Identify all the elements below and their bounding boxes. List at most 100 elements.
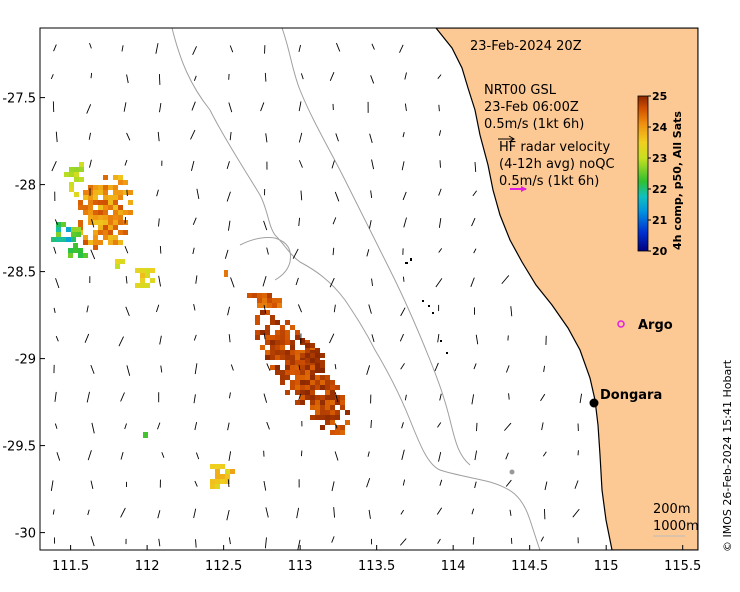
sst-pixel bbox=[215, 479, 220, 484]
sst-pixel bbox=[210, 464, 215, 469]
sst-pixel bbox=[325, 415, 330, 420]
sst-pixel bbox=[118, 195, 123, 200]
current-arrow bbox=[437, 422, 442, 428]
sst-pixel bbox=[295, 400, 300, 405]
current-arrow bbox=[195, 539, 197, 548]
current-arrow bbox=[88, 132, 91, 140]
current-vectors bbox=[50, 42, 583, 550]
sst-pixel bbox=[280, 330, 285, 335]
sst-pixel bbox=[315, 395, 320, 400]
sst-pixel bbox=[88, 190, 93, 195]
hf-legend-line-2: (4-12h avg) noQC bbox=[499, 157, 615, 172]
sst-pixel bbox=[108, 220, 113, 225]
sst-pixel bbox=[215, 469, 220, 474]
current-arrow bbox=[263, 304, 267, 314]
sst-pixel bbox=[315, 380, 320, 385]
sst-pixel bbox=[270, 340, 275, 345]
sst-pixel bbox=[315, 358, 320, 363]
sst-pixel bbox=[103, 195, 108, 200]
sst-pixel bbox=[285, 365, 290, 370]
sst-pixel bbox=[210, 484, 215, 489]
current-arrow bbox=[159, 102, 162, 113]
sst-pixel bbox=[340, 400, 345, 405]
current-arrow bbox=[158, 538, 161, 547]
current-arrow bbox=[193, 304, 196, 311]
current-arrow bbox=[473, 248, 477, 254]
current-arrow bbox=[192, 46, 197, 56]
sst-pixel bbox=[310, 358, 315, 363]
current-arrow bbox=[298, 101, 302, 112]
current-arrow bbox=[90, 480, 94, 489]
current-arrow bbox=[298, 394, 301, 401]
sst-pixel bbox=[140, 278, 145, 283]
sst-pixel bbox=[73, 243, 78, 248]
sst-pixel bbox=[113, 240, 118, 245]
current-arrow bbox=[402, 191, 407, 201]
current-arrow bbox=[90, 536, 95, 547]
sst-pixel bbox=[320, 380, 325, 385]
sst-pixel bbox=[98, 225, 103, 230]
lat-tick-label: -29 bbox=[15, 353, 36, 368]
sst-pixel bbox=[74, 192, 79, 197]
sst-pixel bbox=[225, 474, 230, 479]
current-arrow bbox=[329, 72, 335, 82]
current-arrow bbox=[331, 536, 335, 543]
current-arrow bbox=[228, 102, 233, 113]
sst-pixel bbox=[270, 320, 275, 325]
current-arrow bbox=[228, 451, 232, 461]
sst-pixel bbox=[247, 293, 252, 298]
sst-pixel bbox=[108, 205, 113, 210]
current-arrow bbox=[438, 188, 442, 196]
current-arrow bbox=[370, 75, 375, 84]
sst-pixel bbox=[310, 385, 315, 390]
sst-pixel bbox=[285, 355, 290, 360]
sst-pixel bbox=[88, 210, 93, 215]
current-arrow bbox=[471, 508, 475, 515]
sst-pixel bbox=[300, 370, 305, 375]
current-arrow bbox=[292, 248, 299, 259]
sst-pixel bbox=[340, 395, 345, 400]
sst-pixel bbox=[98, 190, 103, 195]
current-arrow bbox=[368, 304, 372, 314]
current-arrow bbox=[332, 217, 337, 225]
sst-pixel bbox=[290, 380, 295, 385]
sst-pixel bbox=[300, 385, 305, 390]
sst-pixel bbox=[300, 395, 305, 400]
current-arrow bbox=[366, 249, 370, 257]
sst-pixel bbox=[118, 210, 123, 215]
sst-pixel bbox=[118, 215, 123, 220]
sst-pixel bbox=[330, 390, 335, 395]
sst-pixel bbox=[275, 370, 280, 375]
sst-pixel bbox=[88, 205, 93, 210]
sst-pixel bbox=[83, 210, 88, 215]
sst-pixel bbox=[93, 200, 98, 205]
sst-pixel bbox=[113, 190, 118, 195]
current-arrow bbox=[157, 510, 161, 519]
station-marker bbox=[509, 469, 515, 475]
current-arrow bbox=[126, 132, 131, 141]
current-arrow bbox=[298, 217, 300, 227]
sst-pixel bbox=[345, 420, 350, 425]
sst-pixel bbox=[265, 340, 270, 345]
sst-pixel bbox=[103, 205, 108, 210]
sst-pixel bbox=[305, 365, 310, 370]
current-arrow bbox=[368, 509, 371, 519]
current-arrow bbox=[335, 423, 338, 429]
current-arrow bbox=[118, 336, 124, 347]
sst-pixel bbox=[285, 320, 290, 325]
lon-tick-label: 113 bbox=[288, 559, 313, 574]
current-arrow bbox=[230, 277, 235, 288]
current-arrow bbox=[404, 103, 407, 112]
sst-pixel bbox=[305, 375, 310, 380]
sst-pixel bbox=[295, 335, 300, 340]
current-arrow bbox=[436, 507, 443, 515]
sst-pixel bbox=[257, 298, 262, 303]
sst-pixel bbox=[56, 232, 61, 237]
sst-pixel bbox=[295, 350, 300, 355]
current-arrow bbox=[260, 102, 265, 112]
current-arrow bbox=[227, 306, 230, 316]
sst-pixel bbox=[320, 360, 325, 365]
sst-pixel bbox=[118, 175, 123, 180]
sst-pixel bbox=[93, 215, 98, 220]
sst-pixel bbox=[265, 310, 270, 315]
